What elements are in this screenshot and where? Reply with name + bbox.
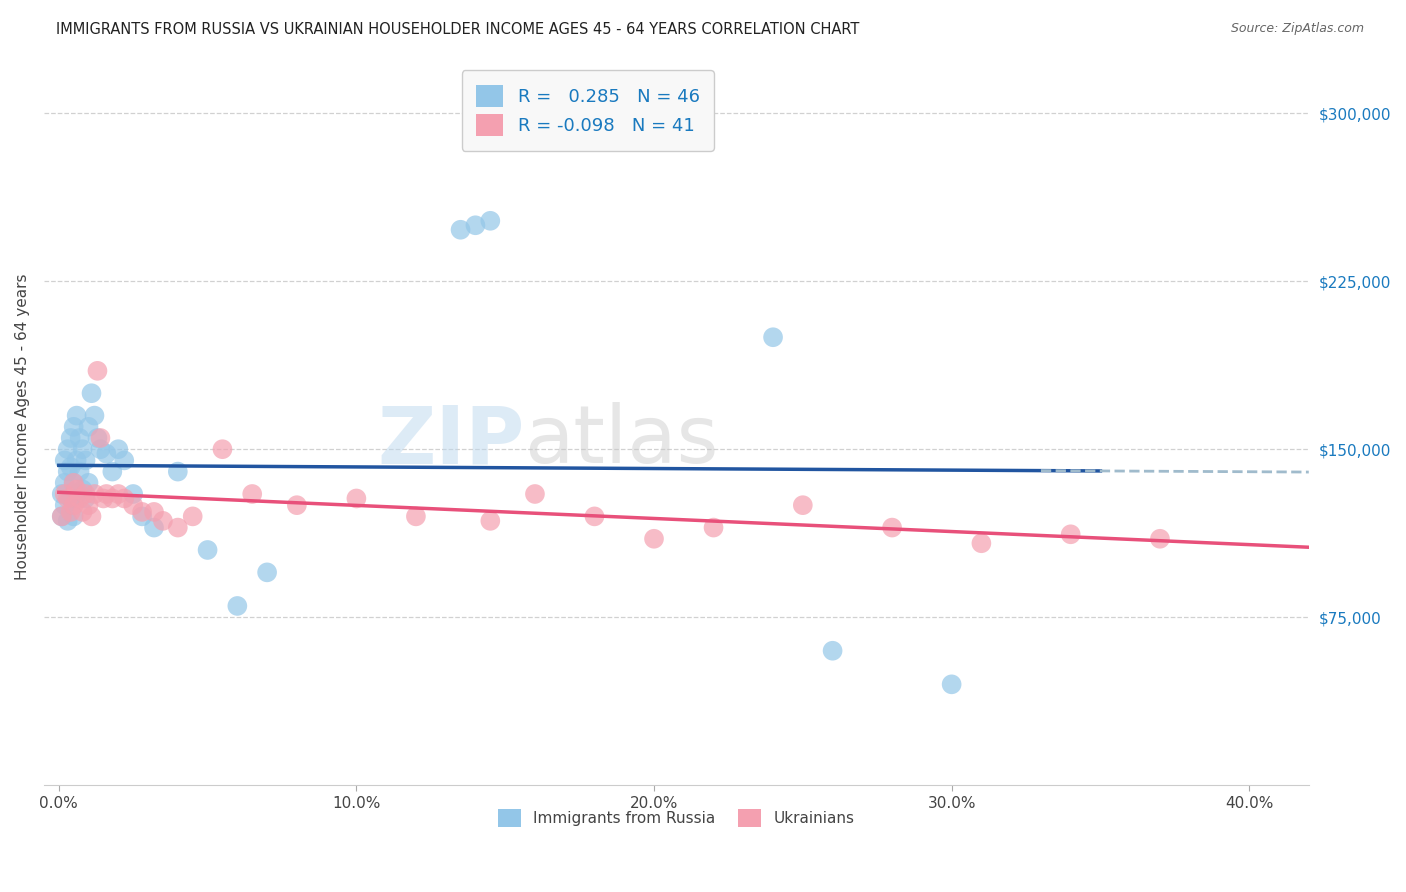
Point [53, 498, 76, 512]
Point [181, 509, 204, 524]
Point [80, 509, 103, 524]
Point [405, 509, 427, 524]
Text: Source: ZipAtlas.com: Source: ZipAtlas.com [1230, 22, 1364, 36]
Point [59, 505, 82, 519]
Point [53, 453, 76, 467]
Point [56, 465, 79, 479]
Legend: Immigrants from Russia, Ukrainians: Immigrants from Russia, Ukrainians [491, 801, 862, 835]
Point [166, 465, 188, 479]
Point [53, 487, 76, 501]
Point [56, 491, 79, 506]
Point [166, 520, 188, 534]
Point [101, 491, 124, 506]
Point [131, 505, 153, 519]
Text: IMMIGRANTS FROM RUSSIA VS UKRAINIAN HOUSEHOLDER INCOME AGES 45 - 64 YEARS CORREL: IMMIGRANTS FROM RUSSIA VS UKRAINIAN HOUS… [56, 22, 859, 37]
Point [83, 409, 105, 423]
Point [69, 465, 91, 479]
Point [197, 543, 219, 558]
Point [72, 442, 94, 457]
Point [62, 509, 84, 524]
Point [256, 566, 278, 580]
Point [62, 498, 84, 512]
Point [941, 677, 963, 691]
Point [107, 487, 129, 501]
Point [882, 520, 904, 534]
Point [59, 460, 82, 475]
Point [51, 509, 73, 524]
Point [1149, 532, 1171, 546]
Point [53, 475, 76, 490]
Y-axis label: Householder Income Ages 45 - 64 years: Householder Income Ages 45 - 64 years [15, 274, 30, 580]
Point [56, 514, 79, 528]
Point [75, 487, 97, 501]
Point [464, 219, 486, 233]
Point [69, 491, 91, 506]
Point [643, 532, 665, 546]
Point [75, 491, 97, 506]
Point [59, 431, 82, 445]
Point [66, 409, 89, 423]
Point [51, 509, 73, 524]
Point [112, 453, 135, 467]
Point [821, 644, 844, 658]
Point [101, 465, 124, 479]
Point [59, 491, 82, 506]
Point [479, 514, 502, 528]
Point [80, 386, 103, 401]
Point [56, 442, 79, 457]
Point [96, 447, 118, 461]
Point [240, 487, 263, 501]
Point [89, 431, 111, 445]
Point [122, 487, 145, 501]
Text: ZIP: ZIP [377, 402, 524, 480]
Point [285, 498, 308, 512]
Point [122, 498, 145, 512]
Point [479, 214, 502, 228]
Point [792, 498, 814, 512]
Point [83, 487, 105, 501]
Point [69, 431, 91, 445]
Point [762, 330, 785, 344]
Point [86, 431, 108, 445]
Point [77, 419, 100, 434]
Point [72, 505, 94, 519]
Point [970, 536, 993, 550]
Point [523, 487, 546, 501]
Point [143, 505, 166, 519]
Point [96, 487, 118, 501]
Point [66, 487, 89, 501]
Point [1060, 527, 1083, 541]
Point [77, 498, 100, 512]
Text: atlas: atlas [524, 402, 718, 480]
Point [107, 442, 129, 457]
Point [77, 475, 100, 490]
Point [131, 509, 153, 524]
Point [152, 514, 174, 528]
Point [211, 442, 233, 457]
Point [143, 520, 166, 534]
Point [62, 419, 84, 434]
Point [51, 487, 73, 501]
Point [93, 491, 115, 506]
Point [344, 491, 367, 506]
Point [66, 483, 89, 497]
Point [702, 520, 724, 534]
Point [62, 475, 84, 490]
Point [450, 223, 472, 237]
Point [66, 453, 89, 467]
Point [89, 442, 111, 457]
Point [583, 509, 606, 524]
Point [62, 475, 84, 490]
Point [72, 483, 94, 497]
Point [226, 599, 249, 613]
Point [112, 491, 135, 506]
Point [75, 453, 97, 467]
Point [86, 364, 108, 378]
